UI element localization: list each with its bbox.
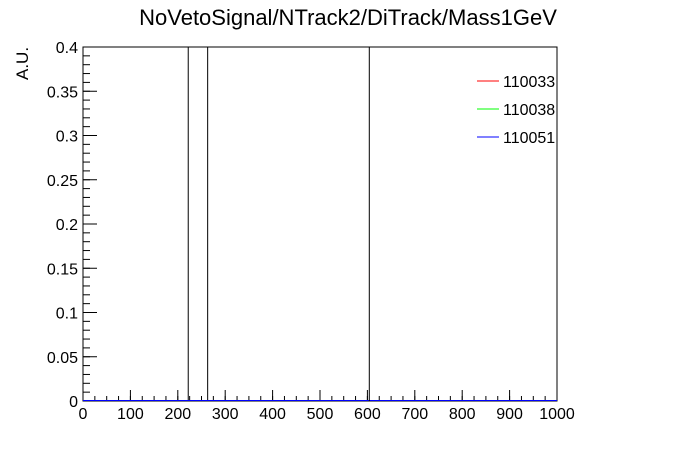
series-group	[83, 47, 557, 401]
x-tick-label: 700	[401, 406, 428, 423]
y-tick-label: 0.15	[47, 261, 78, 278]
x-tick-label: 300	[212, 406, 239, 423]
x-tick-label: 500	[307, 406, 334, 423]
y-axis-label: A.U.	[13, 47, 32, 80]
x-tick-labels: 0 100 200 300 400 500 600 700 800 900 1000	[79, 406, 575, 423]
chart-title: NoVetoSignal/NTrack2/DiTrack/Mass1GeV	[139, 5, 557, 30]
y-tick-label: 0.35	[47, 84, 78, 101]
legend-label: 110038	[503, 102, 555, 119]
x-tick-label: 600	[354, 406, 381, 423]
y-tick-label: 0.3	[56, 129, 78, 146]
x-tick-label: 800	[449, 406, 476, 423]
y-tick-label: 0	[69, 394, 78, 411]
legend: 110033 110038 110051	[477, 74, 555, 147]
series-110038	[83, 47, 557, 401]
series-110033	[83, 47, 557, 401]
x-major-ticks	[82, 390, 558, 401]
x-tick-label: 200	[164, 406, 191, 423]
series-110051	[83, 47, 557, 401]
y-tick-label: 0.4	[56, 40, 78, 57]
x-tick-label: 100	[117, 406, 144, 423]
y-tick-label: 0.1	[56, 306, 78, 323]
x-tick-label: 400	[259, 406, 286, 423]
legend-label: 110033	[503, 74, 555, 91]
x-tick-label: 1000	[539, 406, 575, 423]
legend-label: 110051	[503, 130, 555, 147]
y-tick-label: 0.2	[56, 217, 78, 234]
y-tick-labels: 0 0.05 0.1 0.15 0.2 0.25 0.3 0.35 0.4	[47, 40, 78, 411]
y-tick-label: 0.25	[47, 173, 78, 190]
x-tick-label: 0	[79, 406, 88, 423]
plot-frame	[82, 46, 558, 402]
y-tick-label: 0.05	[47, 350, 78, 367]
x-tick-label: 900	[496, 406, 523, 423]
